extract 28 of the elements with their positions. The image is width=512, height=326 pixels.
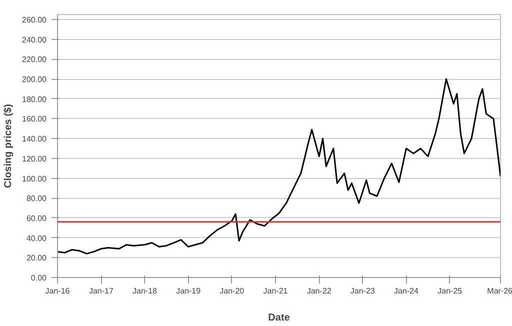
- x-tick-label: Mar-26: [487, 286, 512, 296]
- x-tick-label: Jan-24: [394, 286, 419, 296]
- y-tick-label: 180.00: [22, 94, 48, 104]
- x-tick-label: Jan-18: [132, 286, 158, 296]
- y-tick-label: 60.00: [26, 214, 48, 223]
- line-series: [58, 78, 500, 254]
- y-tick-label: 220.00: [22, 55, 48, 64]
- x-tick-label: Jan-17: [88, 286, 114, 296]
- x-tick-label: Jan-25: [438, 286, 463, 296]
- y-tick-label: 80.00: [26, 194, 48, 204]
- y-tick-label: 100.00: [22, 174, 48, 184]
- y-tick-label: 240.00: [22, 35, 48, 44]
- y-tick-label: 40.00: [26, 234, 48, 243]
- y-axis-title: Closing prices ($): [3, 104, 14, 188]
- y-tick-label: 260.00: [22, 15, 48, 24]
- x-tick-label: Jan-21: [263, 286, 288, 296]
- x-axis-title: Date: [268, 312, 290, 324]
- x-tick-label: Jan-22: [306, 286, 332, 296]
- y-tick-label: 0.00: [30, 274, 48, 282]
- y-tick-label: 200.00: [22, 75, 48, 84]
- y-tick-label: 120.00: [22, 154, 48, 164]
- x-tick-label: Jan-23: [350, 286, 376, 296]
- y-tick-label: 140.00: [22, 134, 48, 144]
- y-tick-label: 20.00: [26, 254, 48, 263]
- x-tick-label: Jan-20: [220, 286, 245, 296]
- x-tick-label: Jan-16: [45, 286, 70, 296]
- x-tick-label: Jan-19: [176, 286, 202, 296]
- y-tick-label: 160.00: [22, 114, 48, 124]
